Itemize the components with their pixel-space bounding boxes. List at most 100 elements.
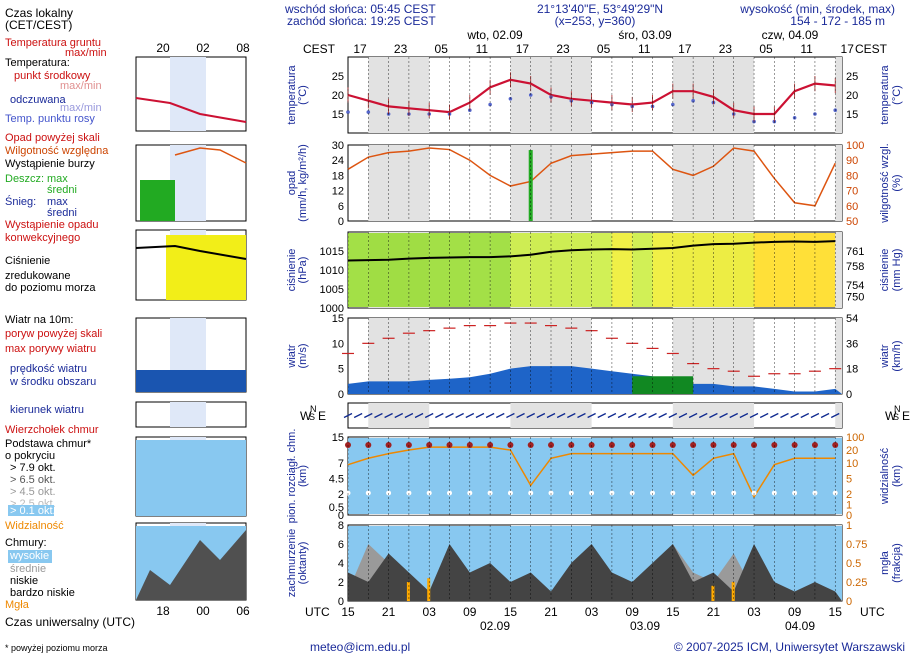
- pressure-band: [490, 233, 511, 307]
- wind-arrow: [556, 412, 566, 419]
- fog-bar: [427, 578, 431, 601]
- utc-hour-tick: 03: [747, 605, 761, 619]
- tick-label: 8: [338, 520, 344, 532]
- legend-text: średni: [47, 184, 77, 196]
- night-band: [835, 232, 842, 308]
- tick-label: 5: [846, 474, 852, 486]
- axis-title: (°C): [297, 85, 309, 105]
- local-hour-tick: 11: [638, 42, 651, 56]
- wind-arrow: [546, 412, 556, 419]
- legend-text: Temperatura gruntu: [5, 37, 101, 49]
- pressure-band: [429, 233, 450, 307]
- wind-arrow: [475, 412, 485, 419]
- tick-label: 25: [332, 71, 344, 83]
- legend-text: prędkość wiatru: [10, 363, 87, 375]
- legend-cloud-fill: [136, 440, 246, 516]
- legend-text: > 7.9 okt.: [10, 462, 56, 474]
- night-band: [368, 145, 430, 221]
- utc-right: UTC: [860, 605, 885, 619]
- utc-hour-tick: 15: [829, 605, 843, 619]
- fog-bar: [711, 585, 715, 601]
- legend-utc-hour: 18: [156, 604, 170, 618]
- legend-text: zredukowane: [5, 270, 70, 282]
- axis-title: mgła: [879, 550, 891, 575]
- pressure-band: [551, 233, 572, 307]
- tick-label: 1000: [320, 303, 344, 315]
- tick-label: 0.5: [329, 502, 344, 514]
- tick-label: 2: [338, 489, 344, 501]
- dew-dot: [691, 98, 695, 103]
- wind-arrow: [790, 412, 799, 419]
- legend-utc: Czas uniwersalny (UTC): [5, 615, 135, 629]
- axis-title: widzialność: [879, 447, 891, 505]
- legend-temp-line: [135, 97, 247, 123]
- axis-title: (%): [891, 174, 903, 191]
- legend-okt-last: > 0.1 okt.: [10, 505, 56, 517]
- wind-arrow: [526, 412, 536, 419]
- legend-text: Chmury:: [5, 537, 47, 549]
- tick-label: 15: [332, 313, 344, 325]
- axis-title: (mm/h, kg/m²/h): [297, 144, 309, 222]
- utc-day-label: 04.09: [785, 619, 815, 633]
- wind-arrow: [424, 412, 434, 419]
- legend-pressure-fill: [166, 235, 246, 300]
- pressure-band: [510, 233, 531, 307]
- local-hour-tick: 11: [476, 42, 489, 56]
- axis-title: temperatura: [286, 64, 298, 124]
- local-hour-tick: 17: [678, 42, 692, 56]
- legend-text: konwekcyjnego: [5, 232, 80, 244]
- legend-text: max: [47, 173, 68, 185]
- tick-label: 18: [846, 364, 858, 376]
- tick-label: 20: [332, 90, 344, 102]
- legend-okt-swatch: [8, 505, 54, 516]
- axis-title: wiatr: [286, 344, 298, 369]
- footnote: * powyżej poziomu morza: [5, 643, 108, 653]
- legend-cover-shape: [136, 530, 246, 600]
- axis-title: (km/h): [891, 340, 903, 371]
- axis-title: (hPa): [297, 257, 309, 284]
- local-hour-tick: 17: [516, 42, 530, 56]
- pressure-band: [774, 233, 795, 307]
- tick-label: 60: [846, 201, 858, 213]
- elevation-label: wysokość (min, środek, max): [739, 2, 895, 16]
- dir-n: N: [894, 404, 901, 414]
- local-hour-tick: 05: [759, 42, 773, 56]
- dir-s: S: [893, 412, 899, 422]
- pressure-band: [693, 233, 714, 307]
- wind-arrow: [800, 412, 810, 419]
- axis-title: (mm Hg): [891, 249, 903, 292]
- legend-text: poryw powyżej skali: [5, 328, 102, 340]
- legend-hour: 20: [156, 41, 170, 55]
- legend-utc-hour: 06: [236, 604, 250, 618]
- dir-e: E: [902, 409, 910, 423]
- axis-title: (m/s): [297, 343, 309, 368]
- dew-dot: [671, 102, 675, 107]
- legend-day-band: [170, 402, 206, 427]
- utc-hour-tick: 21: [382, 605, 396, 619]
- wind-arrow: [343, 412, 353, 419]
- legend-rain: [140, 180, 175, 221]
- legend-text: Temperatura:: [5, 57, 70, 69]
- legend-high: wysokie: [9, 550, 49, 562]
- legend-text: max/min: [65, 47, 107, 59]
- legend-text: max: [47, 196, 68, 208]
- tick-label: 36: [846, 338, 858, 350]
- copyright: © 2007-2025 ICM, Uniwersytet Warszawski: [674, 640, 905, 654]
- night-band: [368, 57, 430, 133]
- wind-arrow: [455, 412, 464, 419]
- pressure-band: [449, 233, 470, 307]
- legend-wind-fill: [136, 370, 246, 392]
- legend-day-band: [170, 57, 206, 131]
- dew-dot: [488, 102, 492, 107]
- night-band: [835, 145, 842, 221]
- wind-arrow: [465, 412, 475, 419]
- night-band: [835, 57, 842, 133]
- pressure-band: [632, 233, 653, 307]
- tick-label: 15: [332, 109, 344, 121]
- legend-text: w środku obszaru: [9, 376, 96, 388]
- wind-arrow: [780, 412, 789, 419]
- wind-arrow: [810, 412, 820, 419]
- utc-hour-tick: 09: [463, 605, 477, 619]
- legend-text: niskie: [10, 575, 38, 587]
- tz-left: CEST: [303, 42, 336, 56]
